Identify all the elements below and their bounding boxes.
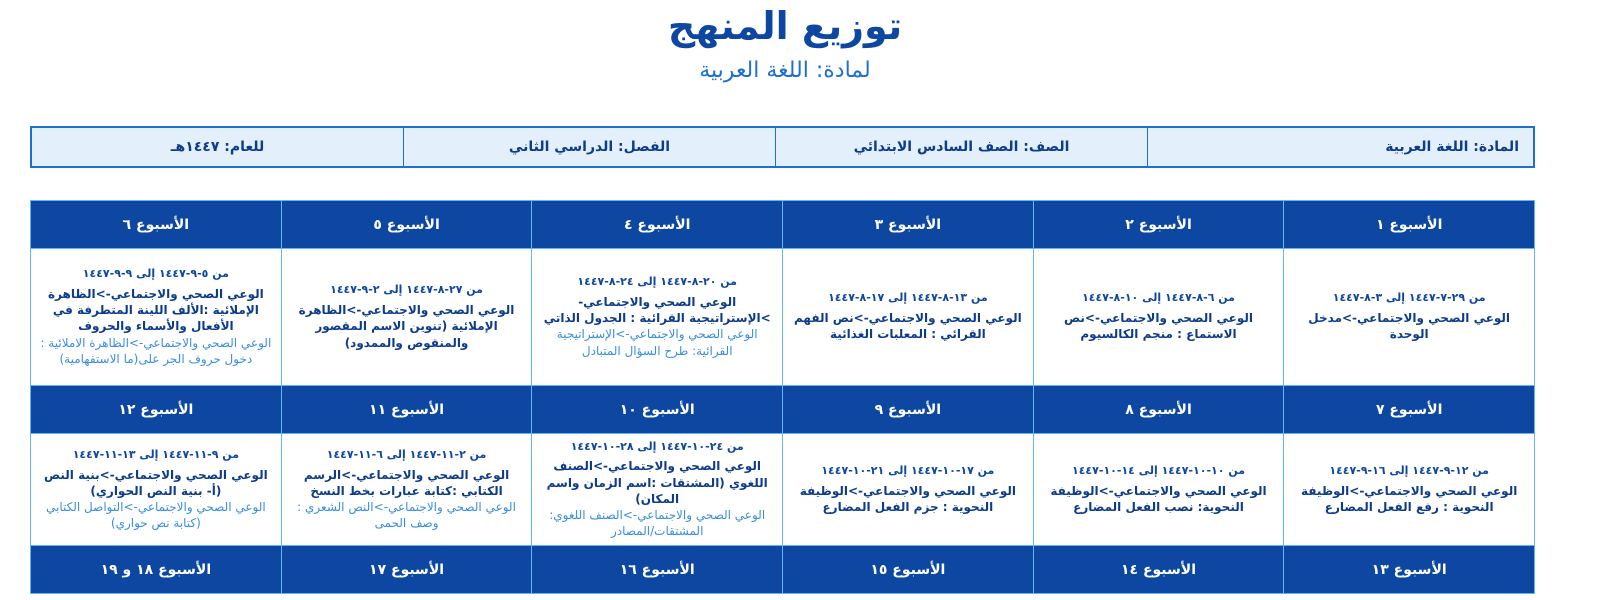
week-lesson: الوعي الصحي والاجتماعي->الوظيفة النحوية …	[799, 483, 1017, 514]
week-header: الأسبوع ٧	[1283, 385, 1535, 434]
week-header: الأسبوع ١٥	[782, 545, 1034, 594]
week-content-row: من ١٢-٩-١٤٤٧ إلى ١٦-٩-١٤٤٧ الوعي الصحي وا…	[30, 433, 1535, 546]
week-date: من ٢٩-٧-١٤٤٧ إلى ٣-٨-١٤٤٧	[1332, 291, 1486, 305]
week-lesson: الوعي الصحي والاجتماعي->الصنف اللغوي (ال…	[546, 459, 768, 506]
week-header: الأسبوع ١٢	[30, 385, 282, 434]
week-date: من ١٧-١٠-١٤٤٧ إلى ٢١-١٠-١٤٤٧	[821, 463, 995, 477]
week-header: الأسبوع ١٠	[531, 385, 784, 434]
week-cell: من ٢٤-١٠-١٤٤٧ إلى ٢٨-١٠-١٤٤٧ الوعي الصحي …	[531, 433, 784, 546]
info-year: للعام: ١٤٤٧هـ	[170, 139, 265, 155]
week-date: من ٦-٨-١٤٤٧ إلى ١٠-٨-١٤٤٧	[1082, 291, 1235, 305]
week-lesson: الوعي الصحي والاجتماعي->الظاهرة الإملائي…	[298, 303, 515, 350]
week-lesson: الوعي الصحي والاجتماعي->نص الاستماع : من…	[1064, 311, 1253, 342]
week-lesson: الوعي الصحي والاجتماعي->الإستراتيجية الق…	[543, 295, 771, 326]
week-content-row: من ٢٩-٧-١٤٤٧ إلى ٣-٨-١٤٤٧ الوعي الصحي وال…	[30, 248, 1535, 386]
week-header: الأسبوع ٩	[782, 385, 1034, 434]
week-date: من ٢-١١-١٤٤٧ إلى ٦-١١-١٤٤٧	[326, 447, 487, 461]
week-lesson: الوعي الصحي والاجتماعي->مدخل الوحدة	[1308, 311, 1511, 342]
info-term: الفصل: الدراسي الثاني	[403, 128, 775, 166]
week-header-row: الأسبوع ١٣ الأسبوع ١٤ الأسبوع ١٥ الأسبوع ١٦…	[30, 545, 1535, 594]
week-lesson: الوعي الصحي والاجتماعي->بنية النص (أ- بن…	[44, 467, 268, 498]
week-lesson: الوعي الصحي والاجتماعي->الرسم الكتابي :ك…	[303, 467, 510, 498]
week-lesson: الوعي الصحي والاجتماعي->الوظيفة النحوية …	[1301, 483, 1518, 514]
week-extra-lesson: الوعي الصحي والاجتماعي->الصنف اللغوي: ال…	[549, 508, 766, 539]
week-extra-lesson: الوعي الصحي والاجتماعي->الإستراتيجية الق…	[556, 327, 758, 358]
week-date: من ٩-١١-١٤٤٧ إلى ١٣-١١-١٤٤٧	[72, 447, 240, 461]
week-cell: من ١٧-١٠-١٤٤٧ إلى ٢١-١٠-١٤٤٧ الوعي الصحي …	[782, 433, 1034, 546]
week-date: من ١٣-٨-١٤٤٧ إلى ١٧-٨-١٤٤٧	[828, 291, 988, 305]
week-header: الأسبوع ٢	[1032, 200, 1285, 249]
week-cell: من ٢-١١-١٤٤٧ إلى ٦-١١-١٤٤٧ الوعي الصحي وا…	[280, 433, 533, 546]
week-cell: من ٦-٨-١٤٤٧ إلى ١٠-٨-١٤٤٧ الوعي الصحي وال…	[1032, 248, 1285, 386]
weeks-table: الأسبوع ١ الأسبوع ٢ الأسبوع ٣ الأسبوع ٤ الأس…	[30, 200, 1535, 594]
week-date: من ٢٧-٨-١٤٤٧ إلى ٢-٩-١٤٤٧	[330, 283, 483, 297]
week-cell: من ٢٧-٨-١٤٤٧ إلى ٢-٩-١٤٤٧ الوعي الصحي وال…	[280, 248, 533, 386]
week-lesson: الوعي الصحي والاجتماعي->الظاهرة الإملائي…	[47, 286, 264, 334]
week-header: الأسبوع ١	[1283, 200, 1535, 249]
week-cell: من ٥-٩-١٤٤٧ إلى ٩-٩-١٤٤٧ الوعي الصحي والا…	[30, 248, 282, 386]
week-extra-lesson: الوعي الصحي والاجتماعي->الظاهرة الاملائي…	[40, 335, 272, 366]
info-subject: المادة: اللغة العربية	[1147, 128, 1533, 166]
week-cell: من ١٢-٩-١٤٤٧ إلى ١٦-٩-١٤٤٧ الوعي الصحي وا…	[1283, 433, 1535, 546]
week-date: من ١٠-١٠-١٤٤٧ إلى ١٤-١٠-١٤٤٧	[1072, 463, 1246, 477]
week-header: الأسبوع ٤	[531, 200, 784, 249]
week-cell: من ١٣-٨-١٤٤٧ إلى ١٧-٨-١٤٤٧ الوعي الصحي وا…	[782, 248, 1034, 386]
page-subtitle: لمادة: اللغة العربية	[699, 58, 871, 83]
week-header: الأسبوع ١٣	[1283, 545, 1535, 594]
info-bar: المادة: اللغة العربية الصف: الصف السادس …	[30, 126, 1535, 168]
week-header: الأسبوع ١٤	[1032, 545, 1285, 594]
week-date: من ١٢-٩-١٤٤٧ إلى ١٦-٩-١٤٤٧	[1329, 463, 1489, 477]
week-header: الأسبوع ١٦	[531, 545, 784, 594]
week-cell: من ٢٠-٨-١٤٤٧ إلى ٢٤-٨-١٤٤٧ الوعي الصحي وا…	[531, 248, 784, 386]
page-title: توزيع المنهج	[667, 4, 903, 48]
week-date: من ٢٤-١٠-١٤٤٧ إلى ٢٨-١٠-١٤٤٧	[570, 439, 744, 453]
week-cell: من ٢٩-٧-١٤٤٧ إلى ٣-٨-١٤٤٧ الوعي الصحي وال…	[1283, 248, 1535, 386]
week-header: الأسبوع ٥	[280, 200, 533, 249]
week-header: الأسبوع ٦	[30, 200, 282, 249]
week-lesson: الوعي الصحي والاجتماعي->الوظيفة النحوية:…	[1050, 483, 1267, 514]
week-extra-lesson: الوعي الصحي والاجتماعي->التواصل الكتابي …	[45, 499, 266, 531]
week-header-row: الأسبوع ٧ الأسبوع ٨ الأسبوع ٩ الأسبوع ١٠ الأ…	[30, 385, 1535, 434]
week-header: الأسبوع ٨	[1032, 385, 1285, 434]
week-header: الأسبوع ١٨ و ١٩	[30, 545, 282, 594]
info-grade: الصف: الصف السادس الابتدائي	[775, 128, 1147, 166]
week-date: من ٢٠-٨-١٤٤٧ إلى ٢٤-٨-١٤٤٧	[577, 275, 737, 289]
week-date: من ٥-٩-١٤٤٧ إلى ٩-٩-١٤٤٧	[82, 267, 229, 281]
week-lesson: الوعي الصحي والاجتماعي->نص الفهم القرائي…	[794, 311, 1022, 342]
week-header: الأسبوع ٣	[782, 200, 1034, 249]
week-header: الأسبوع ١٧	[280, 545, 533, 594]
week-extra-lesson: الوعي الصحي والاجتماعي->النص الشعري : وص…	[297, 499, 516, 531]
week-cell: من ١٠-١٠-١٤٤٧ إلى ١٤-١٠-١٤٤٧ الوعي الصحي …	[1032, 433, 1285, 546]
week-cell: من ٩-١١-١٤٤٧ إلى ١٣-١١-١٤٤٧ الوعي الصحي و…	[30, 433, 282, 546]
week-header-row: الأسبوع ١ الأسبوع ٢ الأسبوع ٣ الأسبوع ٤ الأس…	[30, 200, 1535, 249]
week-header: الأسبوع ١١	[280, 385, 533, 434]
